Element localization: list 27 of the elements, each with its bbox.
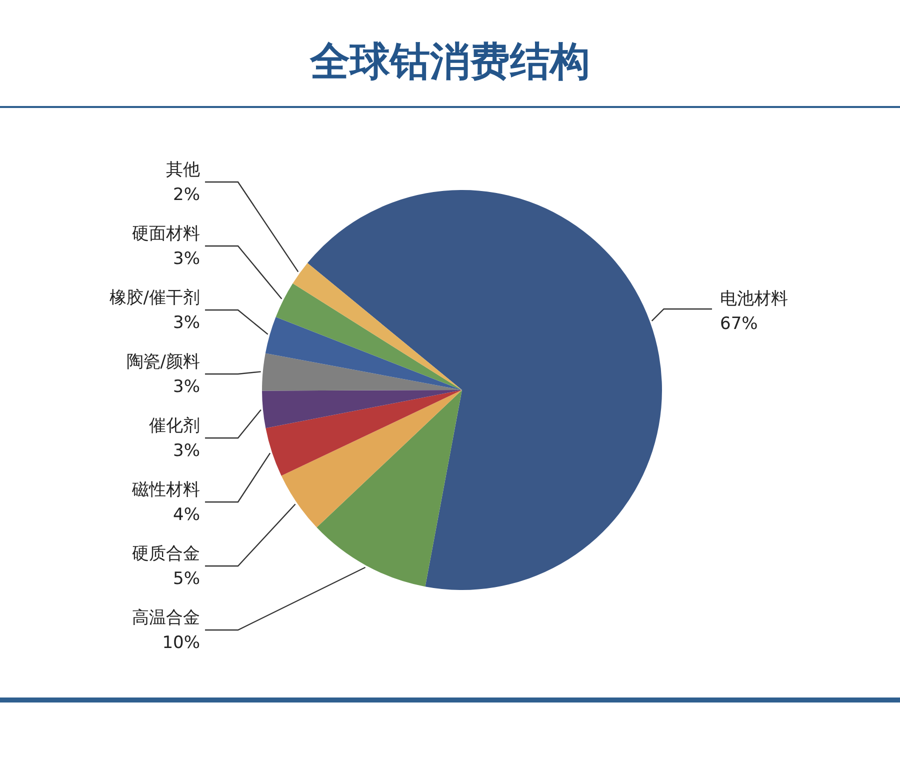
pie-slice <box>262 353 462 391</box>
data-label: 3% <box>173 441 200 461</box>
pie-slice <box>276 283 462 390</box>
slice-label: 陶瓷/颜料 <box>126 352 200 372</box>
slice-label: 橡胶/催干剂 <box>109 288 200 308</box>
data-label: 3% <box>173 377 200 397</box>
slice-label: 电池材料 <box>720 289 788 309</box>
data-label: 5% <box>173 569 200 589</box>
data-label: 4% <box>173 505 200 525</box>
pie-slice <box>262 390 462 428</box>
pie-slice <box>292 263 462 390</box>
slice-label: 硬面材料 <box>132 224 200 244</box>
slice-label: 硬质合金 <box>132 544 200 564</box>
slice-label: 催化剂 <box>149 416 200 436</box>
pie-slice <box>266 390 462 476</box>
data-label: 3% <box>173 249 200 269</box>
data-label: 2% <box>173 185 200 205</box>
pie-slice <box>316 390 462 587</box>
chart-title: 全球钴消费结构 <box>309 39 590 85</box>
slice-label: 高温合金 <box>132 608 200 628</box>
data-label: 3% <box>173 313 200 333</box>
slice-label: 磁性材料 <box>131 480 200 500</box>
pie-slice <box>265 317 462 390</box>
data-label: 10% <box>162 633 200 653</box>
slice-label: 其他 <box>166 160 200 180</box>
data-label: 67% <box>720 314 758 334</box>
pie-slice <box>281 390 462 528</box>
